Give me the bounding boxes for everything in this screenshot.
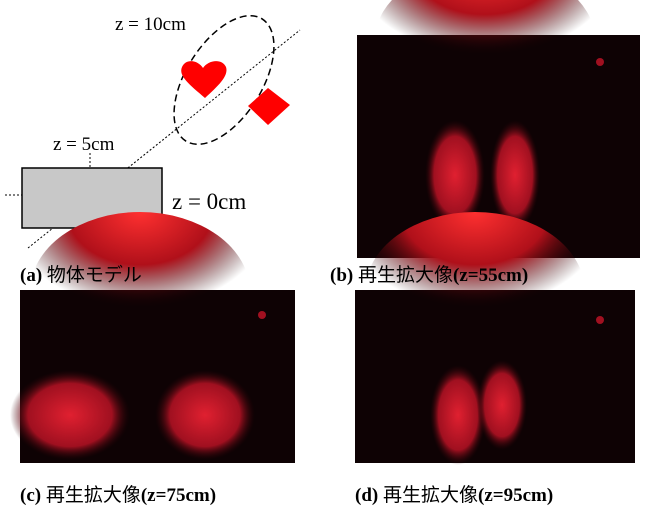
caption-part: 再生拡大像 bbox=[46, 485, 141, 506]
caption-part: (c) bbox=[20, 485, 41, 506]
diamond bbox=[248, 88, 290, 125]
figure-art: z = 10cm z = 5cm z = 0cm bbox=[0, 0, 647, 512]
caption: (d) 再生拡大像(z=95cm) bbox=[355, 480, 553, 507]
caption-part: 再生拡大像 bbox=[358, 265, 453, 286]
caption: (a) 物体モデル bbox=[20, 260, 142, 287]
caption: (b) 再生拡大像(z=55cm) bbox=[330, 260, 528, 287]
caption-part: (b) bbox=[330, 265, 353, 286]
caption-part: (z=95cm) bbox=[478, 485, 553, 506]
photo bbox=[10, 212, 295, 463]
caption: (c) 再生拡大像(z=75cm) bbox=[20, 480, 216, 507]
caption-part: (z=55cm) bbox=[453, 265, 528, 286]
figure: z = 10cm z = 5cm z = 0cm (a) 物体モデル (b) 再… bbox=[0, 0, 647, 512]
heart bbox=[181, 61, 226, 98]
caption-part: (a) bbox=[20, 265, 42, 286]
caption-part: (d) bbox=[355, 485, 378, 506]
caption-part: 物体モデル bbox=[47, 265, 142, 286]
caption-part: (z=75cm) bbox=[141, 485, 216, 506]
label: z = 0cm bbox=[172, 189, 246, 214]
label: z = 5cm bbox=[53, 134, 115, 155]
caption-part: 再生拡大像 bbox=[383, 485, 478, 506]
object-model: z = 10cm z = 5cm z = 0cm bbox=[5, 0, 300, 248]
label: z = 10cm bbox=[115, 14, 186, 35]
